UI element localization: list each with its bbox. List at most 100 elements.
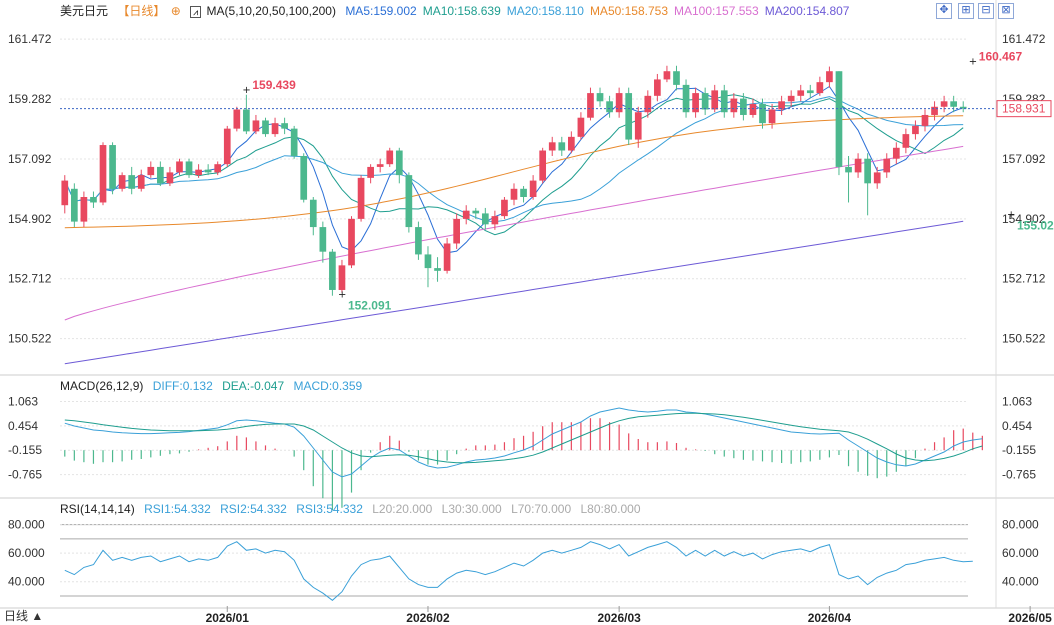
main-y-tick-left: 159.282 — [8, 92, 52, 106]
ma-line-ma50 — [64, 115, 964, 229]
candle-body — [644, 95, 652, 113]
current-price-box — [996, 100, 1052, 118]
candle-body — [959, 106, 967, 109]
macd-y-tick-left: -0.765 — [8, 468, 42, 482]
candle-body — [740, 98, 747, 115]
candle-body — [472, 210, 480, 214]
zoom-in-icon[interactable]: ⊞ — [958, 3, 974, 19]
current-price-label: 158.931 — [1002, 102, 1046, 116]
candle-body — [720, 90, 728, 113]
macd-dea-line — [64, 412, 983, 464]
candle-body — [395, 150, 403, 176]
extreme-marker: + — [1007, 209, 1015, 220]
candle-body — [367, 166, 374, 178]
rsi-y-tick-right: 80.000 — [1002, 518, 1039, 532]
candle-body — [682, 84, 690, 113]
candle-body — [128, 175, 136, 189]
main-y-tick-right: 161.472 — [1002, 32, 1046, 46]
candle-body — [692, 93, 699, 113]
candle-body — [61, 180, 69, 206]
candle-body — [912, 125, 919, 135]
macd-y-tick-right: -0.765 — [1002, 468, 1036, 482]
macd-y-tick-left: 1.063 — [8, 394, 38, 408]
ma-value-3: MA50:158.753 — [589, 4, 668, 18]
candle-body — [940, 101, 948, 107]
candle-body — [233, 109, 241, 129]
rsi-y-tick-left: 40.000 — [8, 575, 45, 589]
candle-body — [424, 254, 432, 269]
candle-body — [568, 136, 575, 151]
candle-body — [262, 120, 269, 135]
main-y-tick-left: 152.712 — [8, 272, 52, 286]
candle-body — [816, 82, 824, 94]
candle-body — [185, 161, 193, 176]
candle-body — [625, 93, 633, 140]
ma-line-ma5 — [64, 85, 964, 254]
candle-body — [176, 161, 183, 173]
main-y-tick-left: 154.902 — [8, 212, 52, 226]
candle-body — [797, 90, 805, 96]
ma-indicator-icon[interactable]: ⩘ — [190, 6, 202, 18]
candle-body — [376, 164, 384, 167]
candle-body — [309, 199, 317, 228]
candle-body — [90, 197, 97, 203]
candle-body — [453, 218, 460, 244]
candle-body — [137, 175, 145, 189]
candle-body — [606, 101, 613, 113]
main-y-tick-left: 161.472 — [8, 32, 52, 46]
candle-body — [80, 197, 88, 222]
main-y-tick-right: 157.092 — [1002, 152, 1046, 166]
candle-body — [319, 227, 327, 252]
candle-body — [462, 210, 470, 219]
candle-body — [338, 265, 346, 290]
candle-body — [357, 177, 365, 219]
candle-body — [577, 117, 585, 137]
candle-body — [759, 104, 766, 124]
rsi-l20: L20:20.000 — [372, 502, 433, 516]
extreme-label: 159.439 — [252, 78, 296, 92]
x-tick-label: 2026/01 — [206, 611, 250, 625]
candle-body — [596, 93, 604, 102]
ma-label: MA(5,10,20,50,100,200) — [206, 4, 336, 18]
ma-line-ma100 — [64, 145, 964, 321]
candle-body — [768, 109, 776, 124]
candle-body — [950, 101, 958, 107]
candle-body — [778, 101, 785, 110]
period-selector[interactable]: 【日线】 — [117, 4, 166, 18]
candle-body — [615, 93, 623, 113]
candle-body — [787, 95, 795, 102]
macd-y-tick-left: 0.454 — [8, 419, 38, 433]
extreme-marker: + — [242, 85, 250, 96]
ma-value-2: MA20:158.110 — [506, 4, 584, 18]
candle-body — [864, 158, 871, 184]
candle-body — [520, 188, 527, 197]
zoom-out-icon[interactable]: ⊟ — [978, 3, 994, 19]
x-tick-label: 2026/04 — [808, 611, 852, 625]
candle-body — [854, 158, 862, 173]
macd-value: MACD:0.359 — [293, 379, 363, 393]
ma-line-ma20 — [64, 96, 964, 223]
candle-body — [711, 90, 719, 110]
rsi3-value: RSI3:54.332 — [296, 502, 363, 516]
candle-body — [434, 268, 441, 271]
candle-body — [558, 142, 566, 151]
rsi-l70: L70:70.000 — [511, 502, 572, 516]
candle-body — [806, 90, 814, 94]
rsi-l80: L80:80.000 — [580, 502, 641, 516]
candle-body — [204, 169, 212, 173]
symbol-title: 美元日元 — [60, 4, 109, 18]
macd-legend: MACD(26,12,9) DIFF:0.132 DEA:-0.047 MACD… — [60, 379, 368, 393]
period-footer-button[interactable]: 日线 ▲ — [4, 609, 44, 623]
rsi-title: RSI(14,14,14) — [60, 502, 135, 516]
extreme-marker: + — [338, 290, 346, 301]
candle-body — [147, 166, 155, 176]
candle-body — [902, 134, 910, 148]
reset-icon[interactable]: ⊠ — [998, 3, 1014, 19]
candle-body — [673, 71, 680, 85]
rsi2-value: RSI2:54.332 — [220, 502, 287, 516]
extreme-label: 160.467 — [979, 50, 1023, 64]
candle-body — [243, 109, 250, 132]
settings-icon[interactable]: ⊕ — [170, 4, 181, 18]
candle-body — [481, 213, 489, 225]
crosshair-icon[interactable]: ✥ — [936, 3, 952, 19]
